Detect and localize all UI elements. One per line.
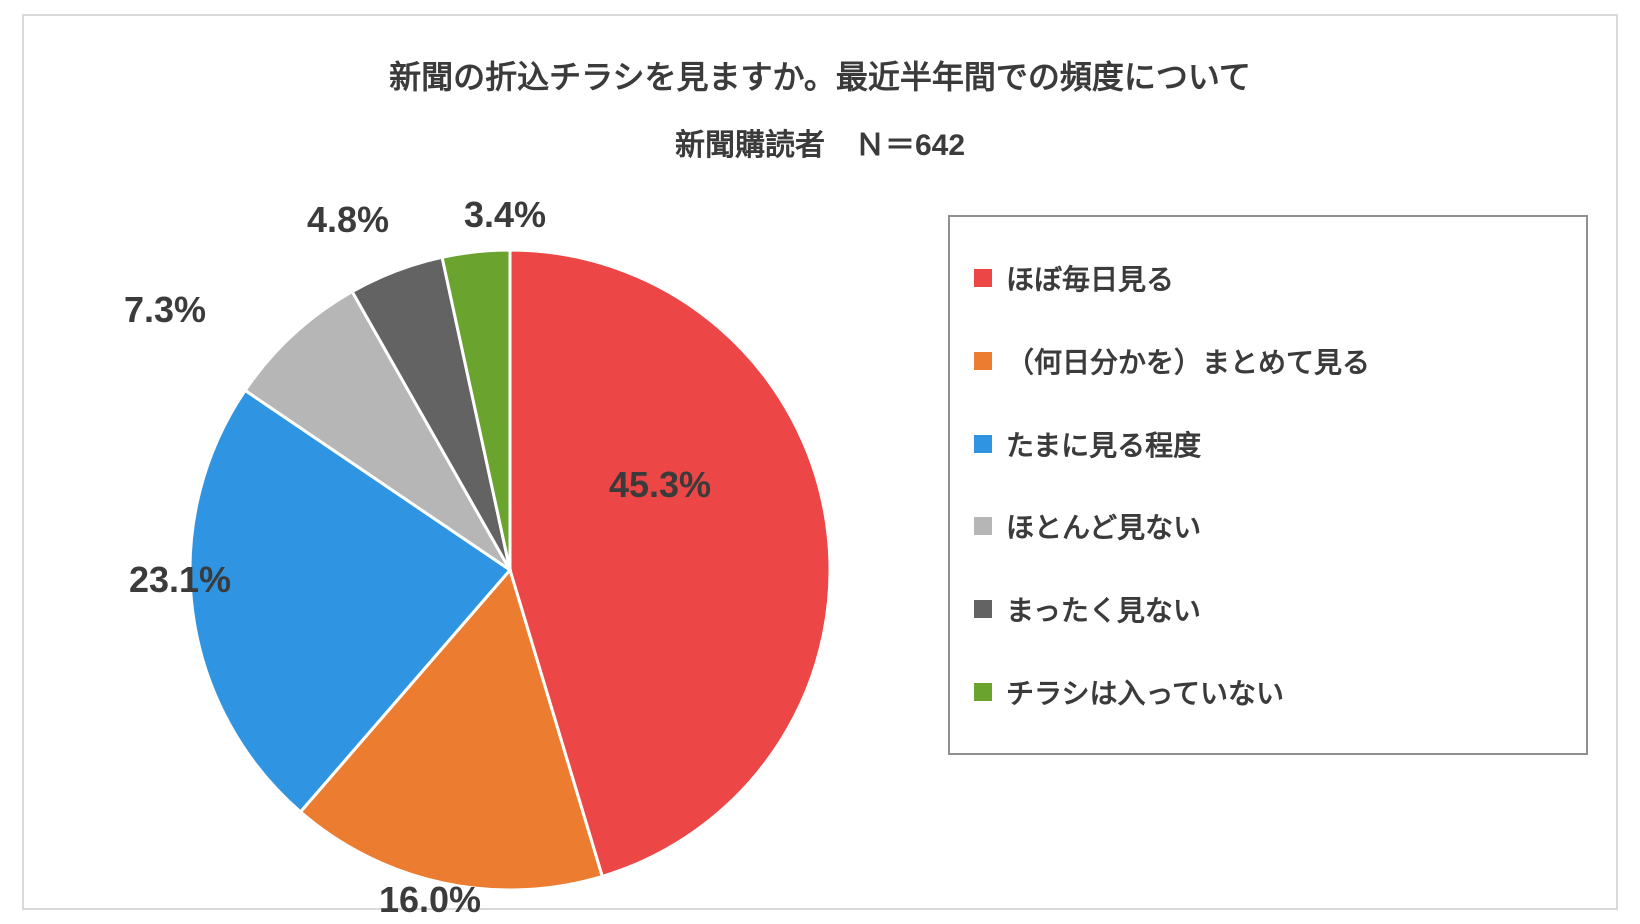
legend-item: たまに見る程度 (974, 424, 1562, 464)
legend-label: ほぼ毎日見る (1006, 258, 1174, 298)
pie-chart (188, 248, 832, 892)
data-label: 45.3% (609, 464, 711, 506)
chart-title: 新聞の折込チラシを見ますか。最近半年間での頻度について (0, 52, 1640, 98)
legend-swatch (974, 517, 992, 535)
legend-item: まったく見ない (974, 589, 1562, 629)
data-label: 23.1% (129, 559, 231, 601)
legend-item: ほとんど見ない (974, 506, 1562, 546)
legend: ほぼ毎日見る （何日分かを）まとめて見るたまに見る程度ほとんど見ないまったく見ない… (948, 215, 1588, 755)
data-label: 3.4% (464, 194, 546, 236)
legend-label: たまに見る程度 (1006, 424, 1201, 464)
data-label: 7.3% (124, 289, 206, 331)
legend-label: （何日分かを）まとめて見る (1006, 341, 1370, 381)
legend-swatch (974, 352, 992, 370)
legend-swatch (974, 269, 992, 287)
legend-item: （何日分かを）まとめて見る (974, 341, 1562, 381)
data-label: 4.8% (307, 199, 389, 241)
legend-label: まったく見ない (1006, 589, 1201, 629)
chart-subtitle: 新聞購読者 Ｎ＝642 (0, 120, 1640, 164)
data-label: 16.0% (379, 879, 481, 921)
legend-swatch (974, 683, 992, 701)
legend-label: チラシは入っていない (1006, 672, 1284, 712)
legend-item: ほぼ毎日見る (974, 258, 1562, 298)
legend-label: ほとんど見ない (1006, 506, 1201, 546)
legend-swatch (974, 435, 992, 453)
legend-item: チラシは入っていない (974, 672, 1562, 712)
legend-swatch (974, 600, 992, 618)
